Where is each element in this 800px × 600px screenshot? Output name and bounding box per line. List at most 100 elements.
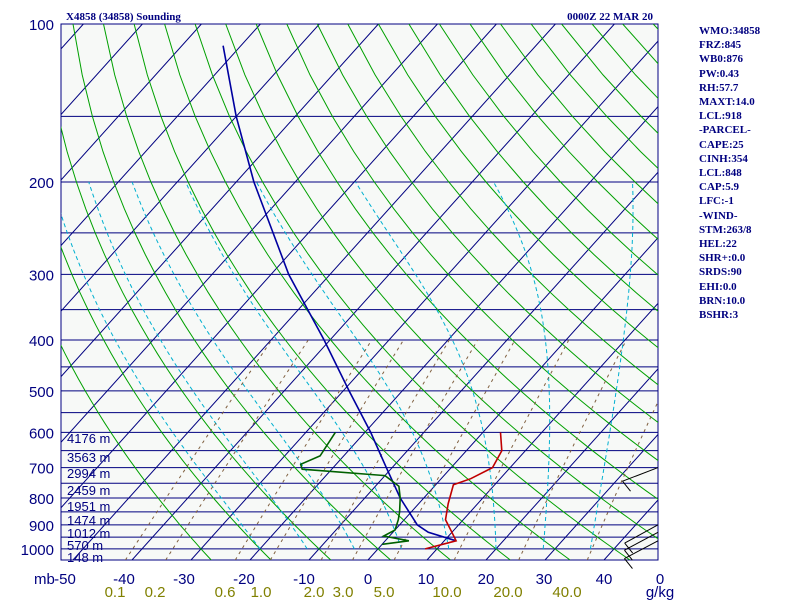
stat-line: WB0:876 (699, 53, 743, 66)
isotherm-line (131, 24, 615, 560)
height-label: 570 m (67, 538, 103, 553)
dry-adiabat-line (316, 24, 658, 423)
height-label: 1012 m (67, 526, 110, 541)
moist-adiabat-line (589, 181, 634, 549)
mixing-ratio-line (586, 400, 658, 560)
moist-adiabat-line (185, 181, 403, 550)
stat-line: BSHR:3 (699, 309, 739, 322)
stat-line: LCL:848 (699, 167, 742, 180)
wind-barb-flag (624, 558, 633, 569)
wind-barb-staff (624, 531, 659, 551)
mixing-ratio-line (320, 339, 450, 560)
temperature-tick-label: -50 (54, 571, 76, 588)
wind-barb-staff (624, 524, 659, 544)
temperature-tick-label: -20 (233, 571, 255, 588)
stat-line: BRN:10.0 (699, 294, 746, 307)
height-label: 3563 m (67, 450, 110, 465)
mixing-ratio-label: 40.0 (552, 584, 581, 600)
dry-adiabat-line (286, 24, 658, 462)
pressure-tick-label: 600 (29, 425, 54, 442)
height-label: 4176 m (67, 431, 110, 446)
mixing-ratio-line (234, 339, 373, 560)
grid-layer (0, 24, 658, 560)
pressure-tick-label: 300 (29, 267, 54, 284)
moist-adiabat-line (61, 212, 261, 550)
isotherm-line (61, 24, 261, 247)
stat-line: HEL:22 (699, 238, 737, 251)
wind-barb-flag (624, 542, 634, 554)
temperature-tick-label: -40 (113, 571, 135, 588)
mixing-ratio-line (518, 339, 627, 560)
dry-adiabat-line (61, 245, 272, 560)
dry-adiabat-line (72, 24, 391, 560)
chart-datetime: 0000Z 22 MAR 20 (567, 11, 653, 23)
pressure-tick-label: 100 (29, 17, 54, 34)
dry-adiabat-line (438, 24, 658, 276)
mixing-ratio-line (124, 339, 273, 560)
isotherm-line (367, 237, 658, 560)
dry-adiabat-line (377, 24, 658, 349)
dewpoint-trace (299, 431, 410, 546)
profile-layer (222, 45, 503, 550)
stats-panel: WMO:34858 FRZ:845 WB0:876 PW:0.43 RH:57.7 MAX… (699, 24, 760, 322)
wind-barb-flag (624, 549, 633, 561)
pressure-tick-label: 400 (29, 333, 54, 350)
stat-line: WMO:34858 (699, 25, 761, 37)
wind-barb-flag (622, 480, 631, 492)
stat-line: CINH:354 (699, 152, 748, 165)
mixing-ratio-label: 1.0 (251, 584, 272, 600)
chart-title: X4858 (34858) Sounding (66, 11, 181, 23)
height-label: 1951 m (67, 499, 110, 514)
isotherm-line (61, 24, 379, 378)
stat-line: LCL:918 (699, 110, 742, 123)
mixing-ratio-line (393, 339, 516, 560)
stat-line: SHR+:0.0 (699, 252, 746, 265)
wind-barb-staff (624, 540, 659, 560)
mixing-ratio-label: 3.0 (333, 584, 354, 600)
wind-barb-staff (622, 467, 659, 482)
stat-line: CAPE:25 (699, 138, 744, 151)
temperature-tick-label: 20 (478, 571, 495, 588)
dry-adiabat-line (225, 24, 658, 540)
temperature-tick-label: -10 (293, 571, 315, 588)
temperature-tick-label: 40 (596, 571, 613, 588)
dry-adiabat-line (194, 24, 631, 560)
stat-line: -WIND- (699, 209, 738, 222)
stat-line: CAP:5.9 (699, 181, 740, 194)
wind-barb (624, 524, 659, 554)
temperature-tick-label: 0 (364, 571, 372, 588)
stat-line: SRDS:90 (699, 266, 742, 279)
temperature-tick-label: 30 (536, 571, 553, 588)
stat-line: LFC:-1 (699, 195, 734, 208)
mixing-ratio-line (269, 339, 404, 560)
dry-adiabat-line (164, 24, 571, 560)
stat-line: MAXT:14.0 (699, 96, 755, 109)
stat-line: RH:57.7 (699, 81, 739, 94)
mixing-ratio-line (352, 339, 479, 560)
pressure-tick-label: 200 (29, 175, 54, 192)
stat-line: -PARCEL- (699, 124, 751, 137)
pressure-tick-label: 900 (29, 518, 54, 535)
height-label: 2994 m (67, 466, 110, 481)
temperature-tick-label: -30 (173, 571, 195, 588)
isotherm-line (190, 40, 658, 560)
dry-adiabat-line (103, 24, 451, 560)
isotherm-line (61, 24, 438, 443)
isotherm-line (72, 24, 556, 560)
stat-line: FRZ:845 (699, 39, 742, 52)
isotherm-line (544, 433, 658, 560)
dry-adiabat-line (347, 24, 658, 386)
temperature-tick-label: 10 (418, 571, 435, 588)
pressure-tick-label: 800 (29, 491, 54, 508)
dry-adiabat-line (61, 344, 212, 560)
stat-line: PW:0.43 (699, 67, 740, 80)
pressure-tick-label: 1000 (21, 542, 54, 559)
dry-adiabat-line (408, 24, 658, 312)
isotherm-line (61, 24, 143, 116)
mixing-ratio-unit-label: g/kg (646, 584, 674, 600)
pressure-tick-label: 500 (29, 384, 54, 401)
mixing-ratio-label: 0.1 (105, 584, 126, 600)
isotherm-line (0, 24, 24, 560)
